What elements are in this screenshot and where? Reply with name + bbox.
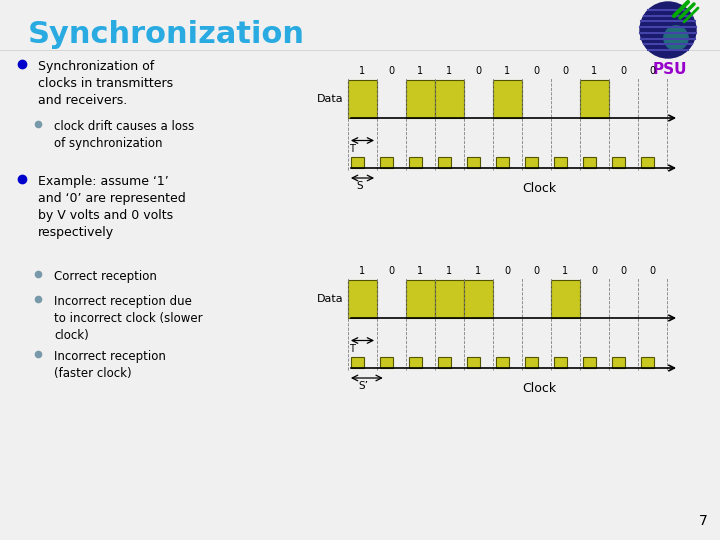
Text: 1: 1 xyxy=(359,266,366,276)
Text: 1: 1 xyxy=(359,66,366,76)
Text: 0: 0 xyxy=(534,266,539,276)
Text: clock drift causes a loss
of synchronization: clock drift causes a loss of synchroniza… xyxy=(54,120,194,150)
Text: 0: 0 xyxy=(562,66,569,76)
Bar xyxy=(467,157,480,168)
Bar xyxy=(438,357,451,368)
Bar xyxy=(351,357,364,368)
Bar xyxy=(580,80,609,118)
Bar xyxy=(464,280,493,318)
Bar xyxy=(583,357,596,368)
Text: Data: Data xyxy=(318,294,344,304)
Text: 0: 0 xyxy=(621,66,626,76)
Bar xyxy=(551,280,580,318)
Bar xyxy=(380,157,393,168)
Text: 0: 0 xyxy=(534,66,539,76)
Text: 1: 1 xyxy=(418,266,423,276)
Text: 0: 0 xyxy=(475,66,482,76)
Bar xyxy=(409,157,422,168)
Text: 0: 0 xyxy=(621,266,626,276)
Text: 0: 0 xyxy=(649,266,656,276)
Bar xyxy=(493,80,522,118)
Text: 1: 1 xyxy=(446,66,453,76)
Bar xyxy=(612,157,625,168)
Bar xyxy=(641,357,654,368)
Text: Incorrect reception
(faster clock): Incorrect reception (faster clock) xyxy=(54,350,166,380)
Bar xyxy=(409,357,422,368)
Bar xyxy=(612,357,625,368)
Bar xyxy=(496,357,509,368)
Bar xyxy=(435,280,464,318)
Text: 0: 0 xyxy=(649,66,656,76)
Bar xyxy=(641,157,654,168)
Text: 1: 1 xyxy=(562,266,569,276)
Text: T: T xyxy=(349,343,355,354)
Text: Data: Data xyxy=(318,94,344,104)
Text: 1: 1 xyxy=(446,266,453,276)
Text: S’: S’ xyxy=(358,381,368,391)
Text: Correct reception: Correct reception xyxy=(54,270,157,283)
Text: 7: 7 xyxy=(699,514,708,528)
Text: 1: 1 xyxy=(505,66,510,76)
Text: 0: 0 xyxy=(388,66,395,76)
Text: PSU: PSU xyxy=(653,62,688,77)
Bar xyxy=(496,157,509,168)
Circle shape xyxy=(664,26,688,50)
Text: Clock: Clock xyxy=(522,182,557,195)
Text: 1: 1 xyxy=(475,266,482,276)
Bar xyxy=(380,357,393,368)
Bar xyxy=(525,357,538,368)
Bar xyxy=(525,157,538,168)
Bar xyxy=(351,157,364,168)
Text: Clock: Clock xyxy=(522,382,557,395)
Text: Synchronization of
clocks in transmitters
and receivers.: Synchronization of clocks in transmitter… xyxy=(38,60,173,107)
Text: Example: assume ‘1’
and ‘0’ are represented
by V volts and 0 volts
respectively: Example: assume ‘1’ and ‘0’ are represen… xyxy=(38,175,186,239)
Bar xyxy=(348,280,377,318)
Text: 0: 0 xyxy=(388,266,395,276)
Bar xyxy=(554,157,567,168)
Bar xyxy=(554,357,567,368)
Text: Synchronization: Synchronization xyxy=(28,20,305,49)
Text: 0: 0 xyxy=(505,266,510,276)
Bar xyxy=(348,80,377,118)
Text: T: T xyxy=(349,144,355,153)
Text: Incorrect reception due
to incorrect clock (slower
clock): Incorrect reception due to incorrect clo… xyxy=(54,295,202,342)
Bar xyxy=(406,280,435,318)
Bar xyxy=(467,357,480,368)
Bar xyxy=(438,157,451,168)
Bar xyxy=(583,157,596,168)
Text: 0: 0 xyxy=(591,266,598,276)
Text: 1: 1 xyxy=(418,66,423,76)
Bar xyxy=(406,80,435,118)
Text: S: S xyxy=(356,181,363,191)
Text: 1: 1 xyxy=(591,66,598,76)
Bar xyxy=(435,80,464,118)
Circle shape xyxy=(640,2,696,58)
Circle shape xyxy=(664,26,688,50)
